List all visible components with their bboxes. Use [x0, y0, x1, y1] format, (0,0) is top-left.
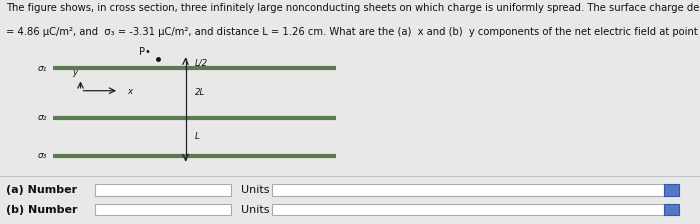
FancyBboxPatch shape [664, 204, 679, 215]
Text: ▲: ▲ [669, 205, 673, 210]
FancyBboxPatch shape [272, 184, 664, 196]
Text: y: y [72, 68, 78, 77]
Text: (a) Number: (a) Number [6, 185, 77, 195]
Text: L/2: L/2 [195, 58, 208, 67]
Text: P•: P• [139, 47, 150, 57]
Text: Units: Units [241, 205, 270, 215]
Text: σ₂: σ₂ [38, 113, 47, 122]
Text: Units: Units [241, 185, 270, 195]
FancyBboxPatch shape [94, 204, 231, 215]
Text: (b) Number: (b) Number [6, 205, 77, 215]
FancyBboxPatch shape [664, 184, 679, 196]
Text: x: x [127, 87, 132, 96]
Text: The figure shows, in cross section, three infinitely large nonconducting sheets : The figure shows, in cross section, thre… [6, 3, 700, 13]
Text: = 4.86 μC/m², and  σ₃ = -3.31 μC/m², and distance L = 1.26 cm. What are the (a) : = 4.86 μC/m², and σ₃ = -3.31 μC/m², and … [6, 27, 700, 37]
Text: σ₃: σ₃ [38, 151, 47, 160]
FancyBboxPatch shape [94, 184, 231, 196]
Text: L: L [195, 132, 200, 141]
Text: σ₁: σ₁ [38, 64, 47, 73]
FancyBboxPatch shape [272, 204, 664, 215]
Text: ▼: ▼ [669, 210, 673, 215]
Text: 2L: 2L [195, 88, 205, 97]
Text: ▲: ▲ [669, 185, 673, 190]
Text: ▼: ▼ [669, 190, 673, 195]
